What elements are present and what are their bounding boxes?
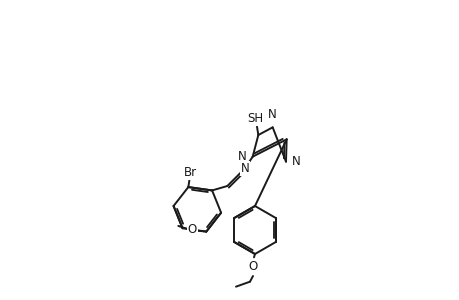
Text: N: N bbox=[237, 150, 246, 163]
Text: N: N bbox=[240, 162, 249, 175]
Text: O: O bbox=[187, 224, 196, 236]
Text: SH: SH bbox=[247, 112, 263, 125]
Text: N: N bbox=[291, 155, 300, 168]
Text: Br: Br bbox=[183, 166, 196, 179]
Text: N: N bbox=[268, 108, 276, 121]
Text: O: O bbox=[248, 260, 257, 273]
